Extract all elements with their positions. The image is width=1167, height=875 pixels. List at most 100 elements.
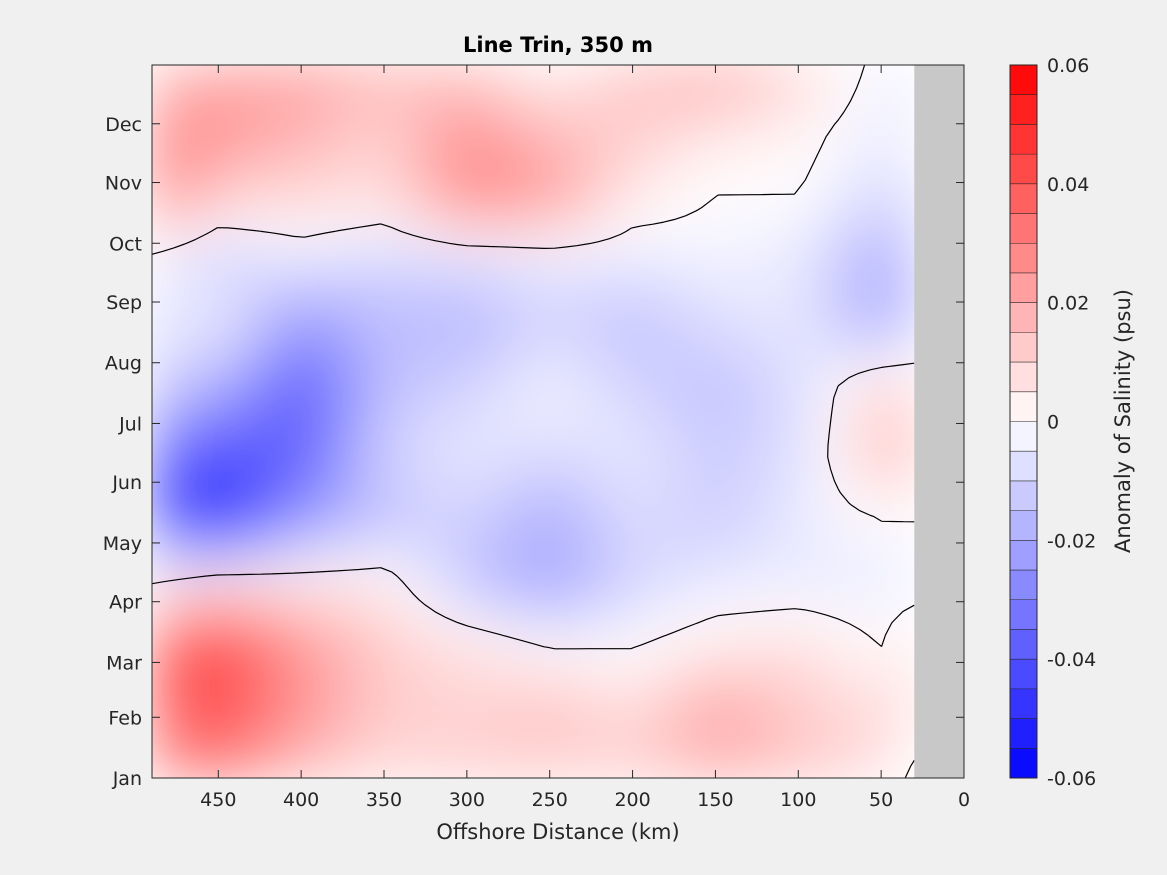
field-cell <box>898 291 915 309</box>
field-cell <box>692 453 709 471</box>
field-cell <box>628 453 645 471</box>
field-cell <box>167 227 185 244</box>
field-cell <box>580 697 598 714</box>
field-cell <box>707 97 725 115</box>
field-cell <box>263 486 280 504</box>
field-cell <box>406 162 423 179</box>
field-cell <box>469 146 487 163</box>
field-cell <box>676 486 693 504</box>
field-cell <box>819 243 836 261</box>
field-cell <box>374 680 391 698</box>
field-cell <box>422 178 439 196</box>
colorbar-band <box>1010 272 1037 303</box>
field-cell <box>866 389 884 406</box>
field-cell <box>199 761 217 778</box>
x-axis: 450 400 350 300 250 200 150 100 50 0 <box>200 65 970 811</box>
field-cell <box>549 713 566 730</box>
field-cell <box>167 534 185 552</box>
field-cell <box>755 259 772 277</box>
field-cell <box>437 583 455 601</box>
field-cell <box>231 405 248 423</box>
field-cell <box>294 648 312 666</box>
field-cell <box>787 453 804 471</box>
field-cell <box>501 340 518 358</box>
field-cell <box>406 664 423 682</box>
field-cell <box>358 194 375 212</box>
field-cell <box>390 308 407 325</box>
field-cell <box>787 324 804 342</box>
field-cell <box>739 534 757 552</box>
field-cell <box>755 324 772 342</box>
field-cell <box>803 129 820 147</box>
field-cell <box>294 421 312 439</box>
field-cell <box>406 389 423 406</box>
field-cell <box>898 113 915 131</box>
field-cell <box>549 453 566 471</box>
field-cell <box>231 502 248 520</box>
field-cell <box>549 697 566 714</box>
field-cell <box>723 453 741 471</box>
field-cell <box>739 405 757 423</box>
field-cell <box>247 97 264 115</box>
field-cell <box>167 405 185 423</box>
field-cell <box>660 227 677 244</box>
field-cell <box>628 243 645 261</box>
field-cell <box>469 259 487 277</box>
field-cell <box>676 502 693 520</box>
field-cell <box>819 729 836 747</box>
field-cell <box>263 534 280 552</box>
field-cell <box>199 632 217 649</box>
field-cell <box>485 81 502 98</box>
field-cell <box>279 470 296 487</box>
colorbar-band <box>1010 570 1037 601</box>
field-cell <box>406 97 423 115</box>
field-cell <box>882 713 899 730</box>
field-cell <box>469 697 487 714</box>
field-cell <box>437 178 455 196</box>
field-cell <box>834 324 852 342</box>
field-cell <box>374 437 391 455</box>
field-cell <box>834 81 852 98</box>
field-cell <box>517 534 534 552</box>
field-cell <box>294 243 312 261</box>
field-cell <box>580 470 598 487</box>
field-cell <box>469 437 487 455</box>
field-cell <box>692 421 709 439</box>
field-cell <box>596 275 614 293</box>
field-cell <box>739 113 757 131</box>
field-cell <box>834 65 852 82</box>
field-cell <box>390 486 407 504</box>
field-cell <box>326 65 344 82</box>
field-cell <box>660 113 677 131</box>
field-cell <box>183 697 201 714</box>
field-cell <box>898 259 915 277</box>
field-cell <box>644 729 661 747</box>
field-cell <box>247 372 264 390</box>
field-cell <box>215 81 232 98</box>
field-cell <box>294 713 312 730</box>
field-cell <box>152 389 169 406</box>
field-cell <box>692 470 709 487</box>
field-cell <box>580 534 598 552</box>
field-cell <box>326 761 344 778</box>
field-cell <box>723 486 741 504</box>
field-cell <box>294 97 312 115</box>
field-cell <box>580 129 598 147</box>
field-cell <box>263 616 280 633</box>
field-cell <box>676 291 693 309</box>
field-cell <box>453 583 471 601</box>
field-cell <box>279 259 296 277</box>
field-cell <box>342 421 360 439</box>
field-cell <box>755 129 772 147</box>
field-cell <box>247 421 264 439</box>
field-cell <box>469 534 487 552</box>
field-cell <box>279 437 296 455</box>
field-cell <box>723 470 741 487</box>
field-cell <box>199 81 217 98</box>
field-cell <box>644 437 661 455</box>
field-cell <box>437 729 455 747</box>
field-cell <box>739 243 757 261</box>
field-cell <box>676 129 693 147</box>
field-cell <box>199 405 217 423</box>
field-cell <box>660 308 677 325</box>
